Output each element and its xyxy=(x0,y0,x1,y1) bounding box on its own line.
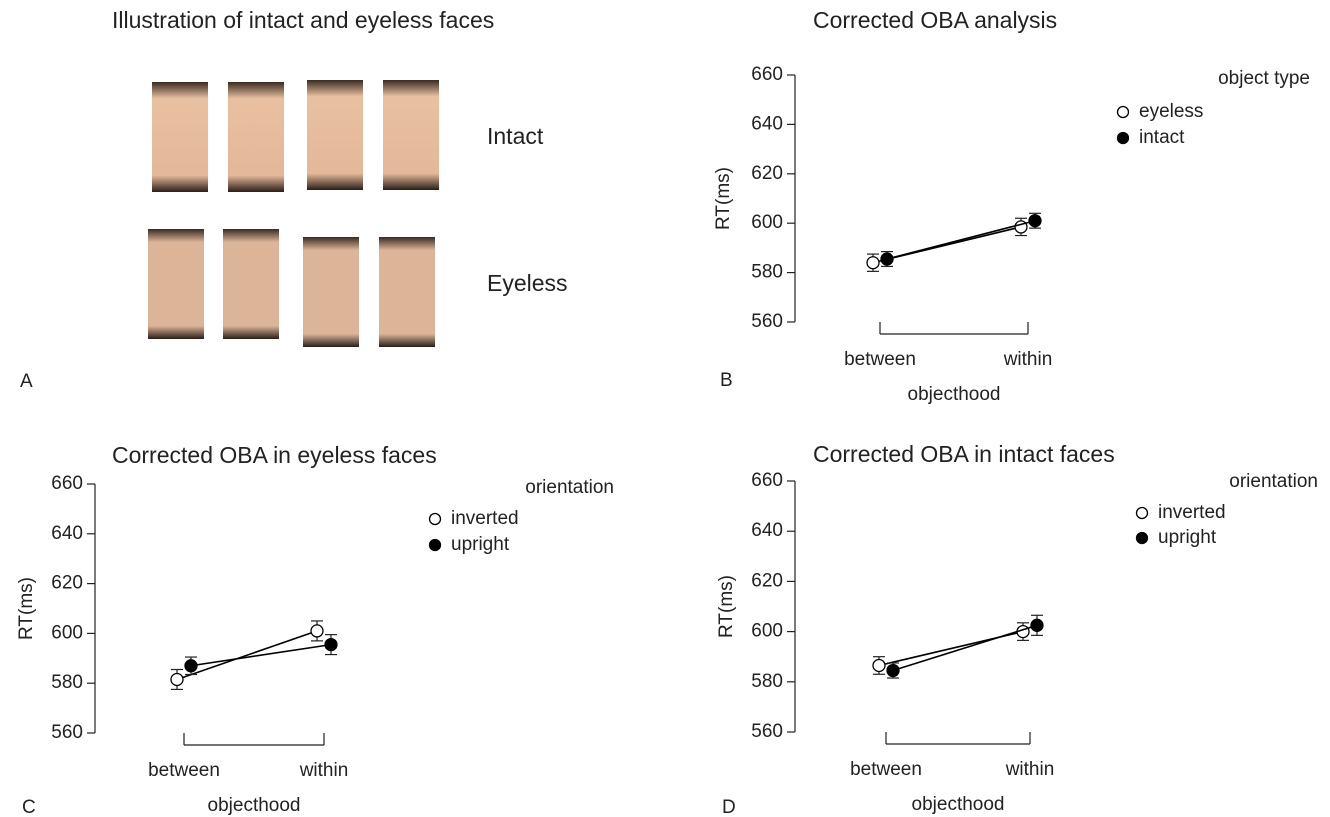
x-tick-label: between xyxy=(148,760,220,781)
legend-label: inverted xyxy=(1158,502,1226,523)
series-line xyxy=(893,625,1037,670)
row-label: Eyeless xyxy=(487,270,568,296)
y-tick-label: 660 xyxy=(751,470,783,491)
y-axis-label: RT(ms) xyxy=(716,575,737,638)
y-tick-label: 580 xyxy=(751,671,783,692)
y-tick-label: 640 xyxy=(751,113,783,134)
x-tick-label: between xyxy=(844,349,916,370)
data-point xyxy=(881,253,893,265)
y-tick-label: 560 xyxy=(751,721,783,742)
series-line xyxy=(887,221,1035,259)
data-point xyxy=(887,665,899,677)
x-axis-label: objecthood xyxy=(912,794,1005,815)
face-images xyxy=(148,80,439,347)
y-tick-label: 580 xyxy=(751,262,783,283)
legend-label: inverted xyxy=(451,508,519,529)
legend-label: intact xyxy=(1139,127,1185,148)
legend-marker xyxy=(430,540,441,551)
panel-label: C xyxy=(22,797,36,817)
y-tick-label: 560 xyxy=(751,311,783,332)
x-tick-label: within xyxy=(299,760,349,781)
x-tick-label: within xyxy=(1005,759,1055,780)
y-axis-label: RT(ms) xyxy=(16,577,37,640)
panel-label: B xyxy=(720,370,733,391)
panel-label: D xyxy=(722,797,736,817)
data-point xyxy=(867,257,879,269)
series-line xyxy=(177,631,317,680)
legend-marker xyxy=(1118,107,1129,118)
y-tick-label: 600 xyxy=(751,621,783,642)
y-tick-label: 640 xyxy=(751,520,783,541)
y-tick-label: 600 xyxy=(751,212,783,233)
legend-marker xyxy=(1118,133,1129,144)
data-point xyxy=(185,660,197,672)
legend-marker xyxy=(1137,533,1148,544)
y-tick-label: 640 xyxy=(51,523,83,544)
legend-title: orientation xyxy=(525,477,614,498)
y-tick-label: 620 xyxy=(751,163,783,184)
y-tick-label: 660 xyxy=(751,64,783,85)
panel-label: A xyxy=(20,371,33,392)
legend-label: upright xyxy=(1158,527,1217,548)
y-tick-label: 660 xyxy=(51,473,83,494)
y-tick-label: 560 xyxy=(51,722,83,743)
x-tick-label: within xyxy=(1003,349,1053,370)
y-tick-label: 580 xyxy=(51,672,83,693)
data-point xyxy=(325,639,337,651)
series-line xyxy=(191,645,331,666)
figure: Illustration of intact and eyeless faces… xyxy=(0,0,1330,817)
data-point xyxy=(171,673,183,685)
legend-marker xyxy=(1137,508,1148,519)
y-tick-label: 620 xyxy=(751,570,783,591)
data-point xyxy=(311,625,323,637)
y-axis-label: RT(ms) xyxy=(713,167,734,230)
x-axis-label: objecthood xyxy=(908,384,1001,405)
chart-title: Corrected OBA analysis xyxy=(813,7,1057,33)
data-point xyxy=(873,659,885,671)
row-label: Intact xyxy=(487,123,544,149)
x-tick-label: between xyxy=(850,759,922,780)
legend-label: eyeless xyxy=(1139,101,1203,122)
y-tick-label: 620 xyxy=(51,573,83,594)
data-point xyxy=(1031,619,1043,631)
legend-title: orientation xyxy=(1229,471,1318,492)
chart-title: Corrected OBA in eyeless faces xyxy=(112,442,437,468)
legend-marker xyxy=(430,514,441,525)
illustration-title: Illustration of intact and eyeless faces xyxy=(112,7,494,33)
chart-title: Corrected OBA in intact faces xyxy=(813,441,1115,467)
legend-title: object type xyxy=(1218,68,1310,89)
y-tick-label: 600 xyxy=(51,622,83,643)
data-point xyxy=(1029,215,1041,227)
legend-label: upright xyxy=(451,534,510,555)
x-axis-label: objecthood xyxy=(208,795,301,816)
